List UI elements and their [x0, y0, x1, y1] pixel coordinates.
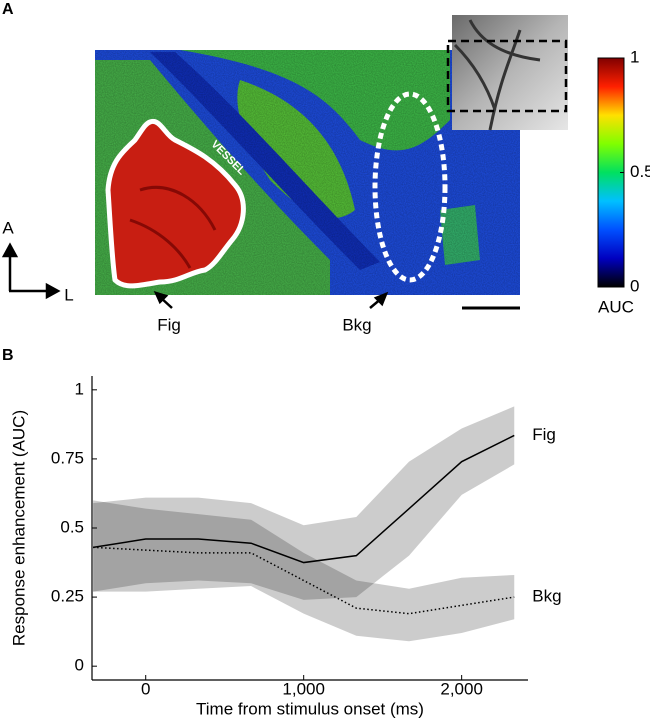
- y-tick-label: 0.75: [51, 448, 84, 467]
- series-line: [92, 434, 515, 564]
- x-tick-label: 2,000: [440, 679, 483, 698]
- anterior-label: A: [2, 218, 14, 237]
- inset-image: [446, 15, 568, 131]
- fig-label: Fig: [157, 315, 181, 334]
- series-label: Bkg: [532, 587, 561, 606]
- y-tick-label: 0.25: [51, 587, 84, 606]
- error-band: [93, 500, 515, 642]
- colorbar: [597, 57, 625, 288]
- colorbar-tick-label: 0.5: [630, 162, 650, 181]
- y-axis-label: Response enhancement (AUC): [9, 410, 28, 646]
- y-tick-label: 0.5: [60, 517, 84, 536]
- colorbar-label: AUC: [598, 297, 634, 316]
- lateral-label: L: [64, 285, 73, 304]
- y-tick-label: 0: [75, 656, 84, 675]
- panel-label: A: [2, 1, 14, 18]
- error-band: [93, 406, 515, 600]
- x-tick-label: 0: [141, 679, 150, 698]
- series-label: Fig: [532, 425, 556, 444]
- y-tick-label: 1: [75, 379, 84, 398]
- colorbar-tick-label: 0: [630, 276, 639, 295]
- arrows: [1, 242, 389, 309]
- bkg-label: Bkg: [342, 315, 371, 334]
- x-axis-label: Time from stimulus onset (ms): [196, 699, 424, 718]
- colorbar-tick-label: 1: [630, 47, 639, 66]
- panel-label: B: [2, 347, 14, 364]
- x-tick-label: 1,000: [282, 679, 325, 698]
